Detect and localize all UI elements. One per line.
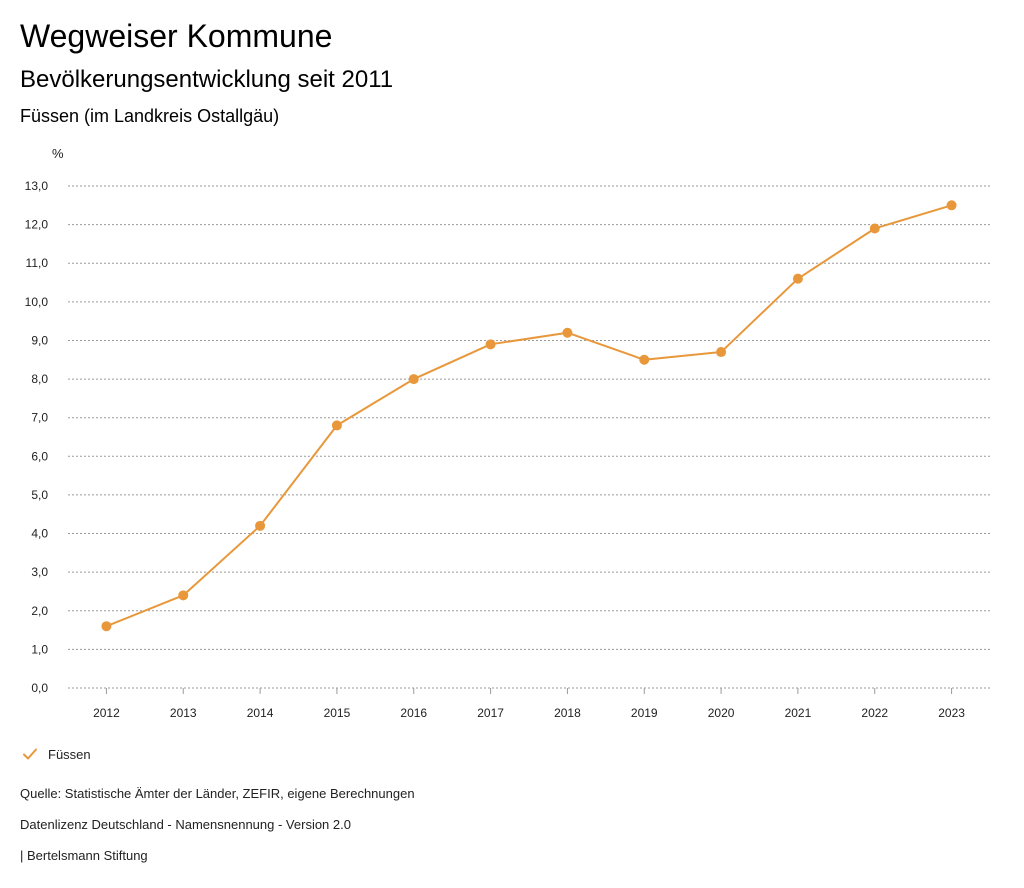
y-tick-label: 2,0 — [31, 604, 48, 618]
data-point — [792, 273, 803, 284]
x-tick-label: 2012 — [93, 706, 120, 720]
x-tick-label: 2018 — [554, 706, 581, 720]
y-tick-label: 6,0 — [31, 449, 48, 463]
x-tick-label: 2017 — [477, 706, 504, 720]
y-tick-label: 3,0 — [31, 565, 48, 579]
data-point — [408, 374, 419, 385]
x-tick-label: 2015 — [324, 706, 351, 720]
x-tick-label: 2014 — [247, 706, 274, 720]
chart-subtitle: Bevölkerungsentwicklung seit 2011 — [20, 66, 394, 93]
y-tick-label: 9,0 — [31, 333, 48, 347]
y-tick-label: 4,0 — [31, 527, 48, 541]
y-tick-label: 11,0 — [26, 256, 49, 270]
x-tick-label: 2013 — [170, 706, 197, 720]
y-tick-label: 8,0 — [31, 372, 48, 386]
source-note: Quelle: Statistische Ämter der Länder, Z… — [20, 786, 415, 801]
publisher-note: | Bertelsmann Stiftung — [20, 848, 148, 863]
y-tick-label: 13,0 — [25, 179, 49, 193]
page-title: Wegweiser Kommune — [20, 18, 333, 54]
data-point — [178, 590, 189, 601]
data-point — [331, 420, 342, 431]
gridlines — [68, 185, 990, 689]
y-tick-label: 0,0 — [31, 681, 48, 695]
y-axis-ticks: 0,0 1,0 2,0 3,0 4,0 5,0 6,0 7,0 8,0 9,0 10,0 11,0 12… — [25, 179, 49, 695]
region-label: Füssen (im Landkreis Ostallgäu) — [20, 106, 280, 126]
y-tick-label: 7,0 — [31, 411, 48, 425]
y-tick-label: 5,0 — [31, 488, 48, 502]
data-point — [946, 200, 957, 211]
x-tick-label: 2021 — [785, 706, 812, 720]
data-point — [485, 339, 496, 350]
y-tick-label: 12,0 — [25, 218, 49, 232]
license-note: Datenlizenz Deutschland - Namensnennung … — [20, 817, 351, 832]
data-point — [869, 223, 880, 234]
y-tick-label: 10,0 — [25, 295, 49, 309]
x-tick-label: 2022 — [861, 706, 888, 720]
y-axis-unit-label: % — [52, 146, 64, 161]
x-tick-label: 2019 — [631, 706, 658, 720]
legend-label: Füssen — [48, 746, 91, 762]
x-tick-label: 2020 — [708, 706, 735, 720]
data-point — [562, 327, 573, 338]
series-group — [101, 200, 957, 632]
legend-item-fuessen[interactable]: Füssen — [22, 744, 91, 764]
data-point — [101, 621, 112, 632]
data-point — [639, 354, 650, 365]
data-point — [716, 347, 727, 358]
line-chart: % 0,0 1,0 2,0 3,0 4,0 5,0 6,0 7,0 8,0 9,0 10,0 11,0… — [25, 146, 990, 720]
x-tick-label: 2016 — [400, 706, 427, 720]
check-icon — [23, 748, 37, 760]
y-tick-label: 1,0 — [31, 642, 48, 656]
x-axis-ticks: 2012 2013 2014 2015 2016 2017 2018 2019 2020 2021… — [93, 688, 965, 720]
data-point — [255, 520, 266, 531]
x-tick-label: 2023 — [938, 706, 965, 720]
series-line-fuessen — [106, 204, 952, 628]
